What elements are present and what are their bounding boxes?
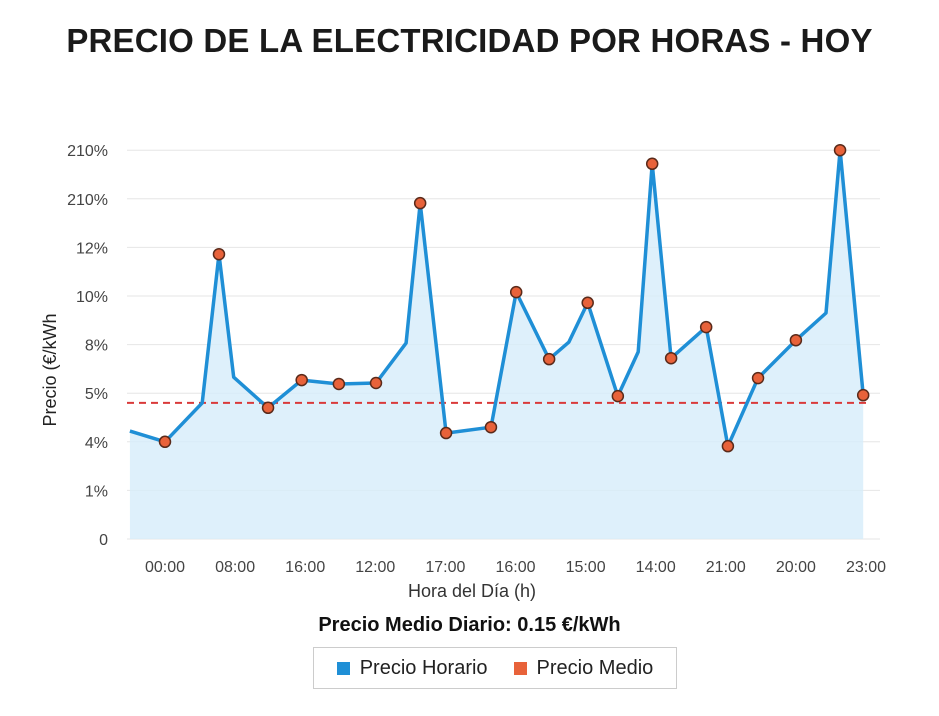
y-tick-label: 0 <box>99 532 108 549</box>
legend: Precio Horario Precio Medio <box>313 647 677 689</box>
x-tick-label: 00:00 <box>145 559 185 576</box>
data-point <box>158 435 172 449</box>
x-tick-label: 16:00 <box>285 559 325 576</box>
legend-label-hourly: Precio Horario <box>359 656 488 679</box>
average-price-annotation: Precio Medio Diario: 0.15 €/kWh <box>318 614 621 636</box>
y-tick-label: 210% <box>67 143 108 160</box>
legend-swatch-hourly <box>336 661 350 675</box>
legend-item-mean: Precio Medio <box>513 656 654 680</box>
y-tick-label: 1% <box>85 483 108 500</box>
y-tick-label: 8% <box>85 338 108 355</box>
data-point <box>789 333 803 347</box>
data-point <box>751 371 765 385</box>
x-tick-label: 20:00 <box>776 559 816 576</box>
y-tick-label: 10% <box>76 289 108 306</box>
data-point <box>332 377 346 391</box>
chart-title: PRECIO DE LA ELECTRICIDAD POR HORAS - HO… <box>66 22 873 59</box>
y-tick-label: 210% <box>67 192 108 209</box>
data-point <box>212 247 226 261</box>
data-point <box>645 157 659 171</box>
data-point <box>833 143 847 157</box>
x-tick-label: 23:00 <box>846 559 886 576</box>
legend-swatch-mean <box>513 661 527 675</box>
x-tick-label: 15:00 <box>566 559 606 576</box>
y-axis-label: Precio (€/kWh <box>40 313 60 426</box>
data-point <box>664 351 678 365</box>
data-point <box>369 376 383 390</box>
x-tick-label: 17:00 <box>425 559 465 576</box>
data-point <box>509 285 523 299</box>
data-point <box>484 420 498 434</box>
x-tick-label: 12:00 <box>355 559 395 576</box>
area-fill <box>129 150 864 539</box>
x-tick-label: 16:00 <box>495 559 535 576</box>
y-tick-label: 4% <box>85 435 108 452</box>
data-point <box>611 389 625 403</box>
data-point <box>295 373 308 387</box>
data-point <box>581 296 594 310</box>
data-point <box>542 352 556 366</box>
hourly-price-line <box>129 148 865 448</box>
y-tick-label: 5% <box>85 386 108 403</box>
data-point <box>261 401 275 415</box>
x-axis-label: Hora del Día (h) <box>408 581 536 601</box>
x-tick-label: 14:00 <box>636 559 676 576</box>
x-tick-label: 21:00 <box>706 559 746 576</box>
data-point <box>856 388 870 402</box>
data-point <box>413 196 427 210</box>
data-point <box>721 439 735 453</box>
data-point <box>439 426 453 440</box>
y-tick-label: 12% <box>76 240 108 257</box>
legend-label-mean: Precio Medio <box>536 656 654 679</box>
data-point <box>699 320 713 334</box>
x-tick-label: 08:00 <box>215 559 255 576</box>
legend-item-hourly: Precio Horario <box>336 656 488 680</box>
